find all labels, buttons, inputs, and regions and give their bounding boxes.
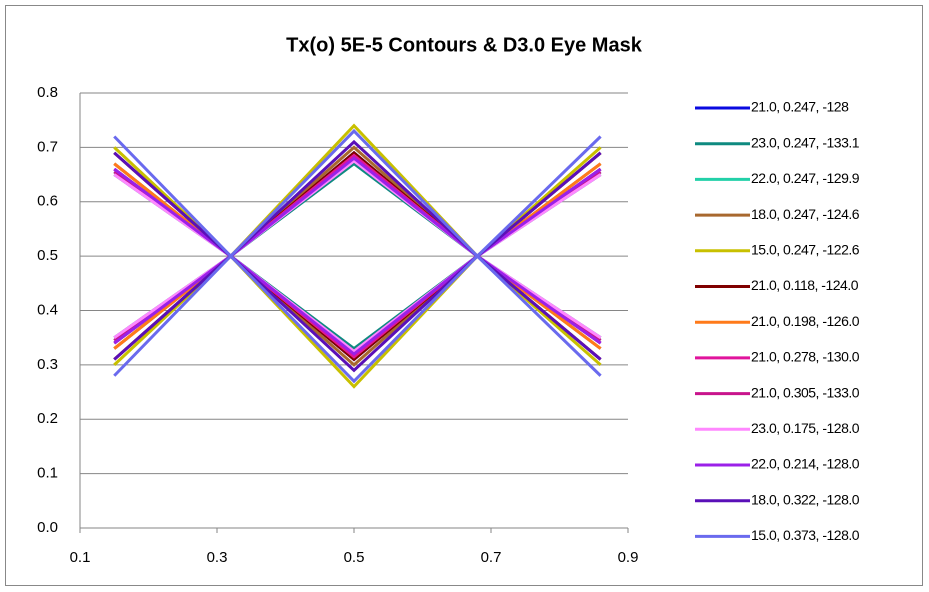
y-tick-label: 0.1: [37, 465, 58, 482]
chart-title: Tx(o) 5E-5 Contours & D3.0 Eye Mask: [286, 34, 643, 56]
y-tick-label: 0.6: [37, 193, 58, 210]
y-tick-label: 0.0: [37, 519, 58, 536]
legend-label: 21.0, 0.118, -124.0: [751, 277, 859, 293]
x-tick-label: 0.5: [344, 549, 365, 566]
y-tick-label: 0.5: [37, 247, 58, 264]
legend-label: 22.0, 0.247, -129.9: [751, 170, 860, 186]
series-line: [113, 139, 602, 373]
chart-border: [5, 5, 923, 586]
y-tick-label: 0.4: [37, 301, 58, 318]
y-tick-label: 0.3: [37, 356, 58, 373]
y-tick-label: 0.8: [37, 84, 58, 101]
legend-label: 18.0, 0.247, -124.6: [751, 206, 860, 222]
x-tick-label: 0.9: [618, 549, 639, 566]
series-line: [113, 156, 602, 356]
y-tick-label: 0.7: [37, 138, 58, 155]
x-tick-label: 0.7: [481, 549, 502, 566]
y-tick-label: 0.2: [37, 410, 58, 427]
legend-label: 15.0, 0.373, -128.0: [751, 527, 860, 543]
series-line: [113, 128, 602, 384]
x-tick-label: 0.3: [207, 549, 228, 566]
x-tick-label: 0.1: [70, 549, 91, 566]
legend-label: 23.0, 0.175, -128.0: [751, 420, 860, 436]
legend-label: 21.0, 0.278, -130.0: [751, 349, 860, 365]
legend-label: 15.0, 0.247, -122.6: [751, 242, 860, 258]
legend-label: 21.0, 0.305, -133.0: [751, 384, 860, 400]
legend-label: 21.0, 0.198, -126.0: [751, 313, 860, 329]
legend-label: 22.0, 0.214, -128.0: [751, 456, 860, 472]
legend-label: 21.0, 0.247, -128: [751, 99, 849, 115]
legend-label: 23.0, 0.247, -133.1: [751, 134, 860, 150]
legend-label: 18.0, 0.322, -128.0: [751, 491, 860, 507]
